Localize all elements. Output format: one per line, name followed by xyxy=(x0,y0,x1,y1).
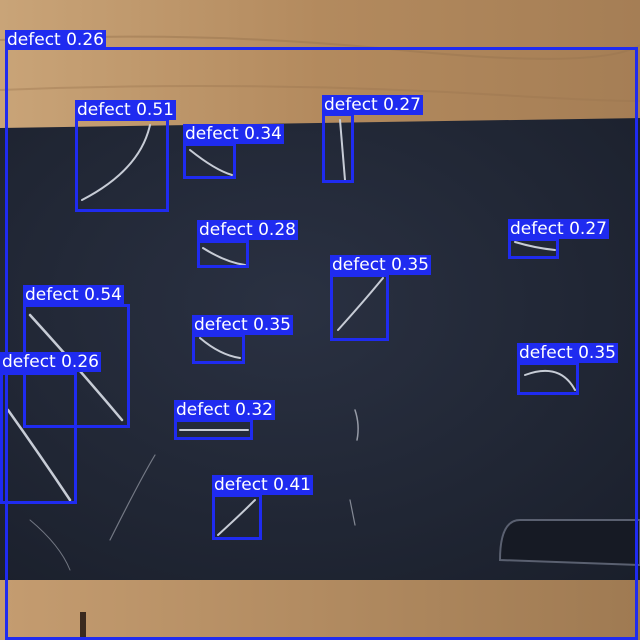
detection-label: defect 0.32 xyxy=(174,400,275,420)
detection-box xyxy=(508,238,559,259)
detection-box xyxy=(0,372,77,504)
detection-box xyxy=(192,334,245,364)
detection-label: defect 0.27 xyxy=(508,219,609,239)
detection-label: defect 0.27 xyxy=(322,95,423,115)
scratch-marks xyxy=(6,119,576,571)
detection-box xyxy=(197,240,249,268)
wood-surface-bottom xyxy=(0,580,640,640)
detection-box xyxy=(212,494,262,540)
detection-label: defect 0.35 xyxy=(192,315,293,335)
detection-box xyxy=(330,274,389,341)
detection-box xyxy=(517,362,579,395)
detection-label: defect 0.35 xyxy=(330,255,431,275)
detection-label: defect 0.41 xyxy=(212,475,313,495)
detection-label: defect 0.28 xyxy=(197,220,298,240)
detection-box xyxy=(322,113,354,183)
detection-box xyxy=(5,47,638,640)
detection-label: defect 0.54 xyxy=(23,285,124,305)
detection-label: defect 0.26 xyxy=(5,30,106,50)
detection-label: defect 0.34 xyxy=(183,124,284,144)
detection-label: defect 0.35 xyxy=(517,343,618,363)
detection-box xyxy=(183,143,236,179)
detection-box xyxy=(75,118,169,212)
panel-notch xyxy=(498,519,640,567)
dark-panel xyxy=(0,118,640,585)
detection-label: defect 0.26 xyxy=(0,352,101,372)
detection-label: defect 0.51 xyxy=(75,100,176,120)
detection-box xyxy=(174,419,253,440)
